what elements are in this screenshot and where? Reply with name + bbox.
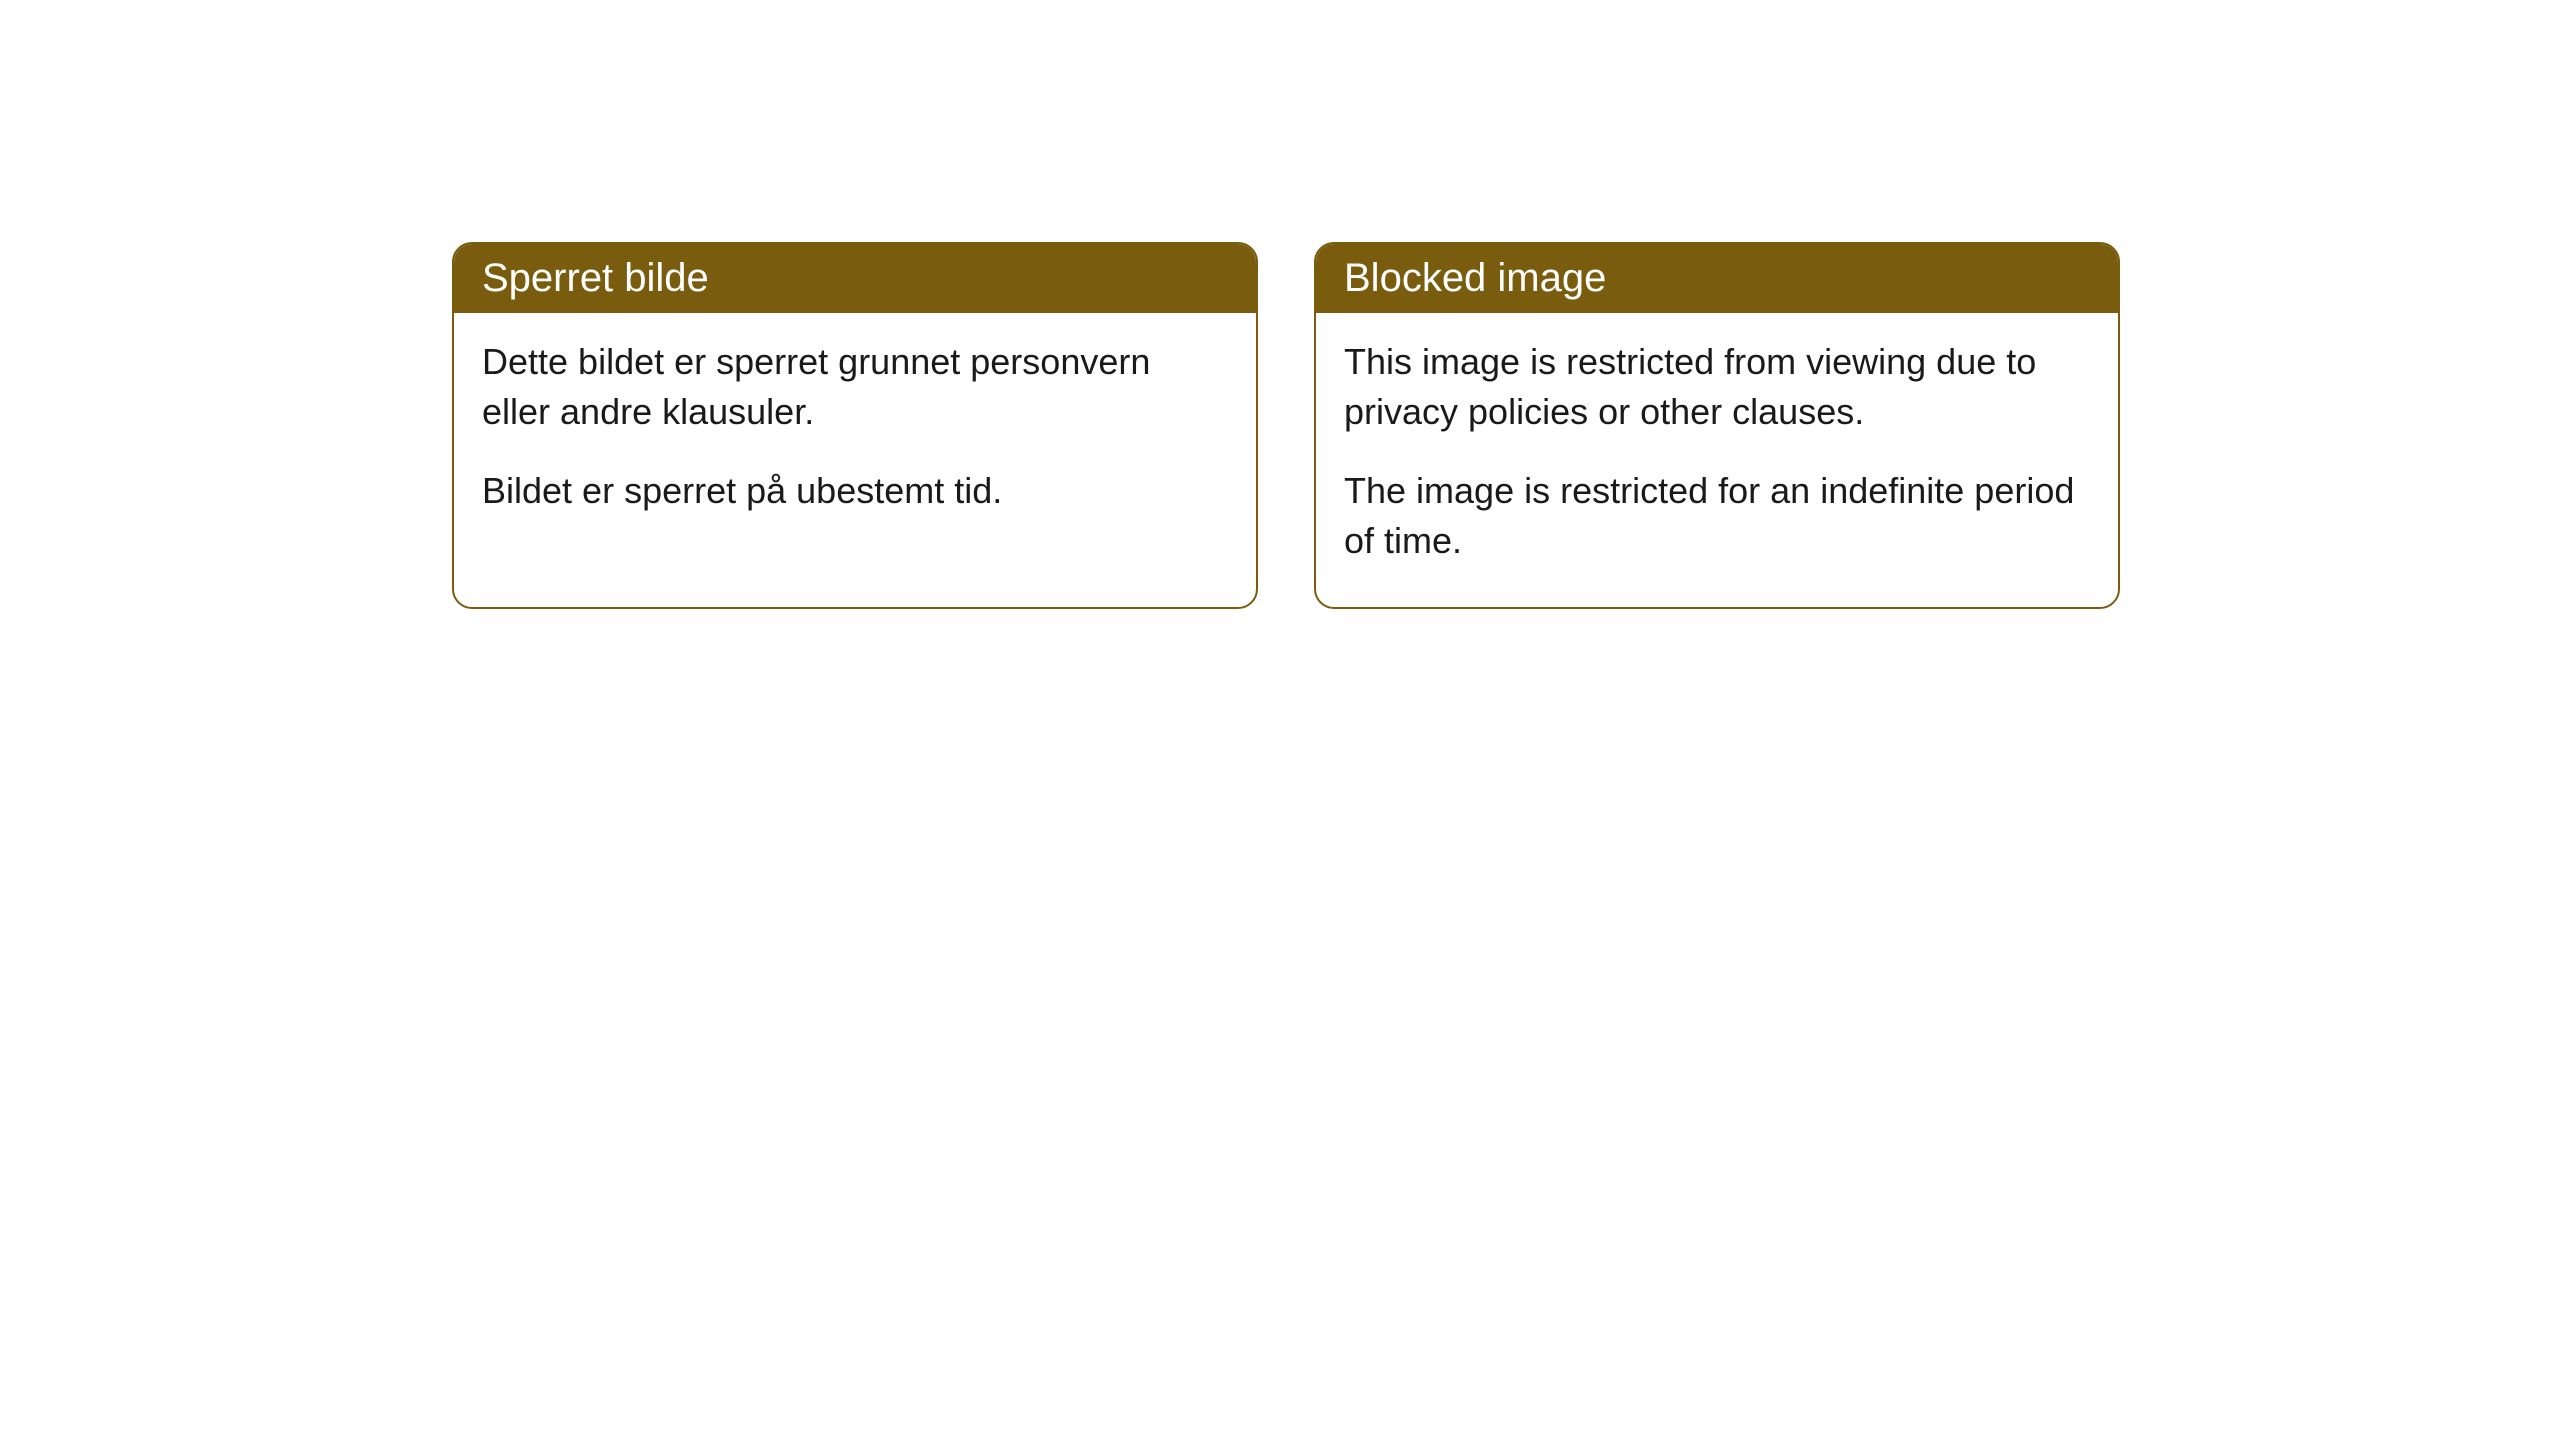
card-paragraph1-no: Dette bildet er sperret grunnet personve… [482, 337, 1228, 438]
card-body-en: This image is restricted from viewing du… [1316, 313, 2118, 607]
card-norwegian: Sperret bilde Dette bildet er sperret gr… [452, 242, 1258, 609]
card-body-no: Dette bildet er sperret grunnet personve… [454, 313, 1256, 556]
card-title-en: Blocked image [1344, 256, 1606, 300]
cards-container: Sperret bilde Dette bildet er sperret gr… [452, 242, 2120, 609]
card-english: Blocked image This image is restricted f… [1314, 242, 2120, 609]
card-paragraph2-en: The image is restricted for an indefinit… [1344, 466, 2090, 567]
card-paragraph2-no: Bildet er sperret på ubestemt tid. [482, 466, 1228, 516]
card-title-no: Sperret bilde [482, 256, 709, 300]
card-header-en: Blocked image [1316, 244, 2118, 313]
card-header-no: Sperret bilde [454, 244, 1256, 313]
card-paragraph1-en: This image is restricted from viewing du… [1344, 337, 2090, 438]
